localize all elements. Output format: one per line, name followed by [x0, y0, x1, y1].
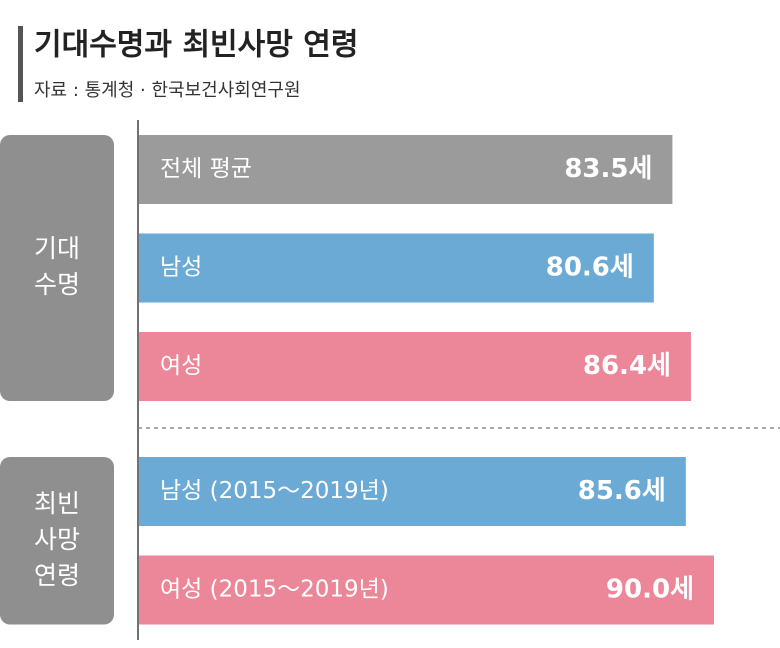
category-label: 여성 (2015～2019년) [160, 577, 389, 603]
category-label: 남성 (2015～2019년) [160, 478, 389, 504]
value-label: 85.6세 [578, 476, 666, 506]
subtitle: 자료 : 통계청 · 한국보건사회연구원 [34, 80, 301, 101]
bar [139, 457, 686, 526]
group-label-box [0, 135, 114, 401]
group-label: 사망 [34, 525, 80, 554]
value-label: 90.0세 [606, 575, 694, 605]
value-label: 80.6세 [546, 253, 634, 283]
category-label: 여성 [160, 353, 202, 379]
bar [139, 555, 714, 625]
bar [139, 135, 673, 204]
group-label: 최빈 [34, 489, 80, 518]
category-label: 전체 평균 [160, 156, 252, 182]
category-label: 남성 [160, 255, 202, 281]
group-label: 수명 [34, 270, 80, 299]
value-label: 83.5세 [564, 154, 652, 184]
group-label: 연령 [34, 561, 80, 590]
group-label: 기대 [34, 234, 80, 263]
value-label: 86.4세 [583, 351, 671, 381]
chart-title: 기대수명과 최빈사망 연령 [34, 28, 359, 63]
title-accent [18, 26, 23, 102]
bar [139, 332, 691, 401]
bar [139, 233, 654, 303]
group-label-box [0, 457, 114, 625]
